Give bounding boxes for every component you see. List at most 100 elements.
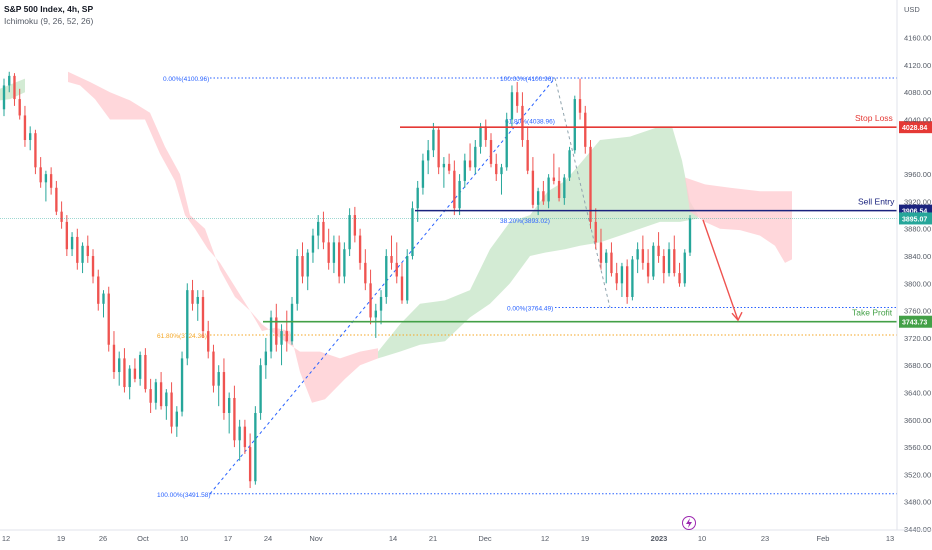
y-tick-label: 4040.00 xyxy=(904,116,931,125)
candle-body xyxy=(196,296,199,304)
candle-body xyxy=(296,256,299,304)
level-badge-text: 3743.73 xyxy=(902,320,927,327)
indicator-label[interactable]: Ichimoku (9, 26, 52, 26) xyxy=(4,16,94,26)
fib-label: 0.00%(3764.49) xyxy=(507,306,553,313)
fib-label: 38.20%(3893.02) xyxy=(500,218,550,225)
candle-body xyxy=(631,259,634,297)
level-badge xyxy=(899,315,932,328)
candle-body xyxy=(322,221,325,243)
trade-levels: Stop Loss 4028.84 Sell Entry 3906.54 Take Pr… xyxy=(0,113,932,328)
level-name: Sell Entry xyxy=(858,197,895,207)
candle-body xyxy=(385,256,388,297)
candle-body xyxy=(400,276,404,301)
level-name: Take Profit xyxy=(852,308,893,318)
candle-body xyxy=(584,112,587,147)
candle-body xyxy=(327,242,330,263)
y-tick-label: 3840.00 xyxy=(904,252,931,261)
y-tick-label: 3680.00 xyxy=(904,361,931,370)
candle-body xyxy=(495,163,498,175)
candle-body xyxy=(542,191,545,202)
level-badge-text: 3906.54 xyxy=(902,209,927,216)
price-axis[interactable]: 4160.00 4120.00 4080.00 4040.00 3960.00 3920.… xyxy=(896,0,931,534)
candle-body xyxy=(578,99,582,113)
candle-body xyxy=(269,317,273,352)
candle-body xyxy=(605,252,608,263)
bull-cloud xyxy=(378,126,698,359)
candle-body xyxy=(500,167,503,175)
candle-body xyxy=(311,235,315,253)
candle-body xyxy=(620,266,624,284)
current-price-text: 3895.07 xyxy=(902,216,927,223)
candle-body xyxy=(662,256,665,274)
candle-body xyxy=(180,358,184,412)
candle-body xyxy=(259,365,262,413)
candle-body xyxy=(536,191,540,205)
candle-body xyxy=(275,317,278,345)
candle-body xyxy=(170,392,173,427)
y-tick-label: 4080.00 xyxy=(904,88,931,97)
candle-body xyxy=(432,129,435,151)
candle-body xyxy=(484,126,487,141)
x-tick-label: Nov xyxy=(309,534,323,543)
candle-body xyxy=(343,249,346,277)
candle-body xyxy=(615,273,618,284)
candle-body xyxy=(531,170,535,205)
candle-body xyxy=(521,105,524,141)
candle-body xyxy=(133,368,137,379)
candle-body xyxy=(510,92,514,120)
y-tick-label: 3960.00 xyxy=(904,170,931,179)
bull-cloud xyxy=(0,78,25,101)
candle-body xyxy=(678,273,681,284)
candle-body xyxy=(222,372,226,413)
x-tick-label: 21 xyxy=(429,534,437,543)
candle-body xyxy=(76,236,79,263)
candle-body xyxy=(646,262,650,277)
candle-body xyxy=(589,146,592,222)
candle-body xyxy=(70,236,74,250)
x-tick-label: 17 xyxy=(224,534,232,543)
x-tick-label: Dec xyxy=(478,534,492,543)
candle-body xyxy=(86,245,89,257)
candle-body xyxy=(301,256,304,277)
projection-arrowhead xyxy=(731,311,743,322)
candle-body xyxy=(248,447,252,482)
candle-body xyxy=(552,177,556,181)
candle-body xyxy=(374,310,377,318)
x-tick-label: 19 xyxy=(581,534,589,543)
candle-body xyxy=(123,358,126,388)
x-tick-label: 24 xyxy=(264,534,272,543)
candle-body xyxy=(594,221,597,243)
candle-body xyxy=(290,303,294,342)
level-badge-text: 4028.84 xyxy=(902,125,927,132)
candle-body xyxy=(175,411,178,427)
x-tick-label: Oct xyxy=(137,534,150,543)
candle-body xyxy=(468,160,472,168)
candle-body xyxy=(49,174,53,188)
candle-body xyxy=(186,290,189,359)
ichimoku-cloud xyxy=(0,71,792,403)
y-tick-label: 3480.00 xyxy=(904,498,931,507)
y-tick-label: 3640.00 xyxy=(904,389,931,398)
candle-body xyxy=(306,252,309,277)
candle-body xyxy=(353,215,357,236)
candle-body xyxy=(364,262,367,284)
symbol-title[interactable]: S&P 500 Index, 4h, SP xyxy=(4,4,94,14)
candle-body xyxy=(60,211,63,222)
candle-body xyxy=(112,344,116,373)
y-tick-label: 3560.00 xyxy=(904,443,931,452)
candle-body xyxy=(118,358,121,373)
candle-body xyxy=(18,99,21,116)
time-axis[interactable]: 12 19 26 Oct 10 17 24 Nov 14 21 Dec 12 19 2023 10 23 Feb… xyxy=(0,529,932,543)
candle-body xyxy=(395,262,398,277)
candle-body xyxy=(625,266,629,297)
candle-body xyxy=(348,215,351,250)
candle-body xyxy=(426,150,430,161)
x-tick-label: 2023 xyxy=(651,534,668,543)
x-tick-label: 13 xyxy=(886,534,894,543)
candle-body xyxy=(673,249,676,274)
fib-label: 100.00%(3491.58) xyxy=(157,492,211,499)
event-lightning-icon[interactable] xyxy=(682,516,696,530)
candle-body xyxy=(458,180,461,209)
candle-body xyxy=(39,167,42,183)
